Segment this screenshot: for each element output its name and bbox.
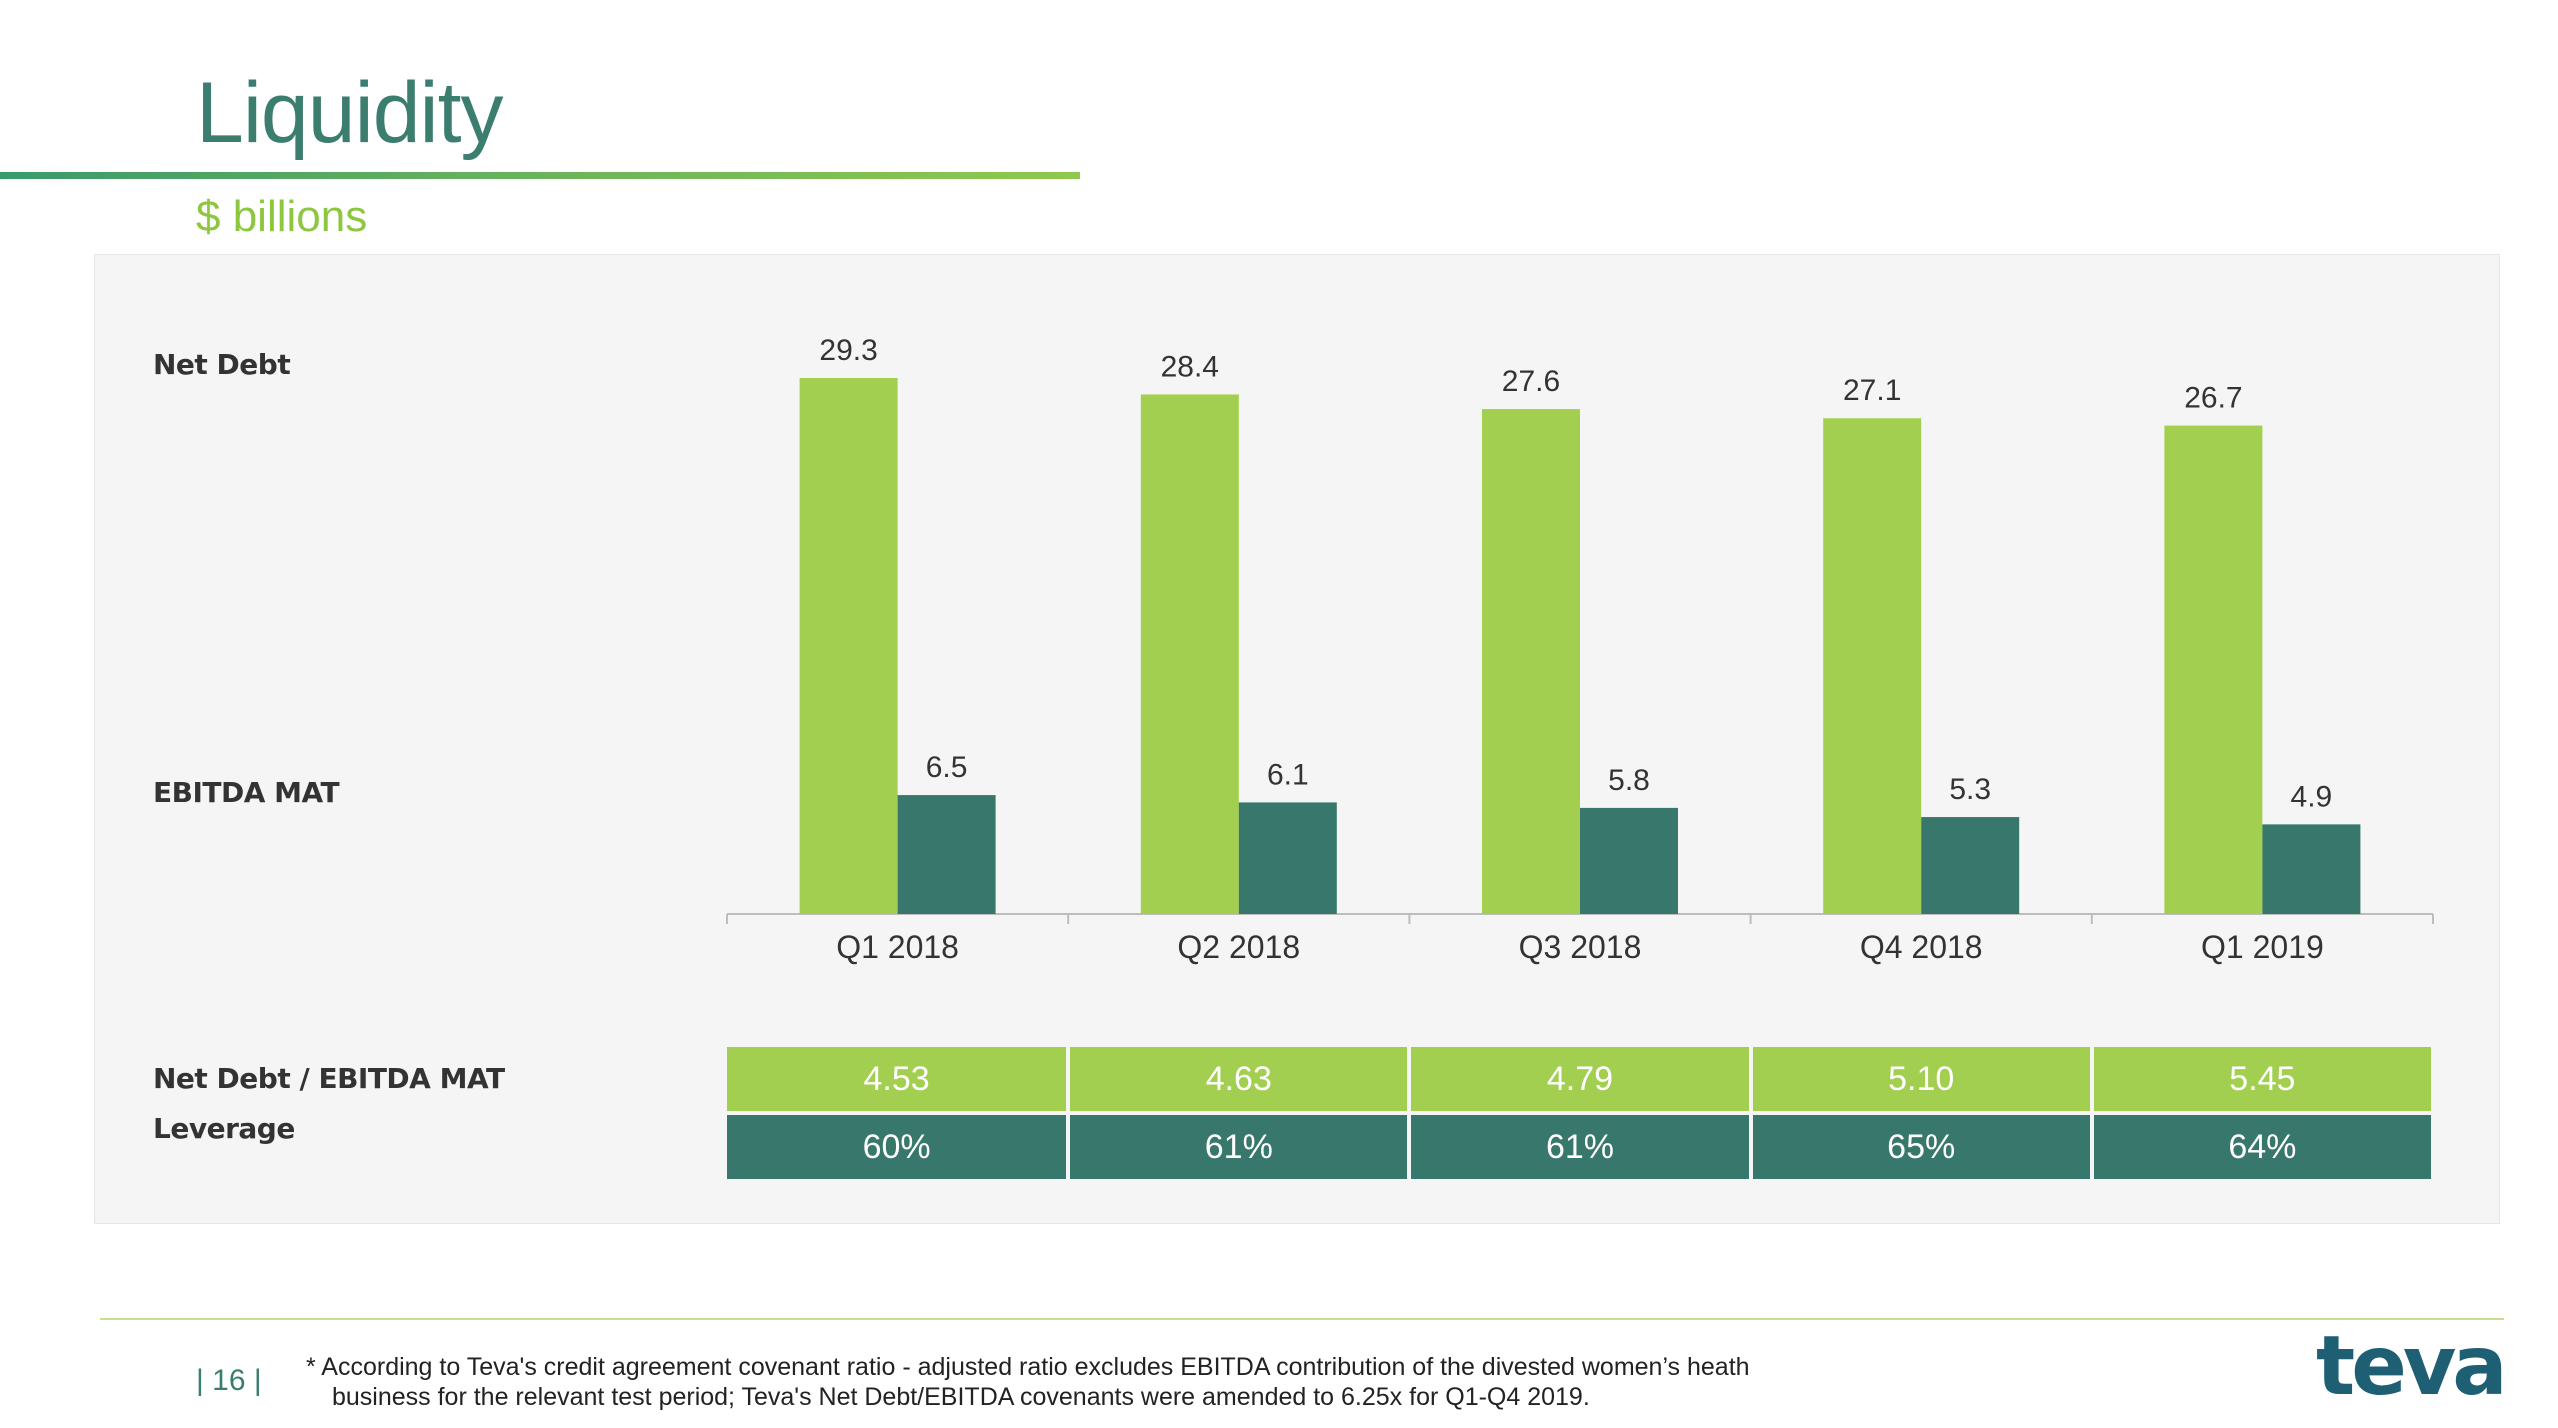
bar-net-debt bbox=[1482, 409, 1580, 914]
ratio-cell: 4.63 bbox=[1070, 1047, 1408, 1111]
footnote-line-1: * According to Teva's credit agreement c… bbox=[306, 1353, 1750, 1381]
page-title: Liquidity bbox=[196, 65, 504, 161]
data-label-net-debt: 28.4 bbox=[1161, 350, 1219, 383]
footnote: * According to Teva's credit agreement c… bbox=[306, 1352, 1750, 1412]
row-label-ebitda: EBITDA MAT bbox=[153, 776, 340, 809]
bar-net-debt bbox=[1140, 394, 1239, 914]
bar-ebitda bbox=[897, 795, 996, 914]
data-label-net-debt: 27.1 bbox=[1843, 374, 1901, 407]
teva-logo: teva bbox=[2316, 1319, 2508, 1414]
page-number: | 16 | bbox=[196, 1364, 262, 1397]
ratio-cell: 5.10 bbox=[1752, 1047, 2090, 1111]
leverage-cell: 65% bbox=[1752, 1115, 2090, 1179]
x-tick-label: Q1 2018 bbox=[836, 929, 959, 965]
footnote-line-2: business for the relevant test period; T… bbox=[332, 1383, 1590, 1411]
x-tick-label: Q4 2018 bbox=[1860, 929, 1983, 965]
bar-net-debt bbox=[799, 378, 898, 914]
row-label-net-debt: Net Debt bbox=[153, 348, 291, 381]
bar-net-debt bbox=[2164, 425, 2263, 914]
x-tick-label: Q2 2018 bbox=[1177, 929, 1300, 965]
leverage-cell: 61% bbox=[1411, 1115, 1749, 1179]
x-tick-label: Q1 2019 bbox=[2201, 929, 2324, 965]
bar-net-debt bbox=[1823, 418, 1922, 914]
page-subtitle: $ billions bbox=[196, 192, 368, 241]
ratio-cell: 4.53 bbox=[727, 1047, 1067, 1111]
x-tick-label: Q3 2018 bbox=[1519, 929, 1642, 965]
row-label-ratio: Net Debt / EBITDA MAT bbox=[153, 1062, 505, 1095]
data-label-net-debt: 27.6 bbox=[1502, 365, 1560, 398]
ratio-cell: 4.79 bbox=[1411, 1047, 1749, 1111]
leverage-cell: 61% bbox=[1070, 1115, 1408, 1179]
footer-divider bbox=[100, 1318, 2504, 1320]
data-label-ebitda: 6.1 bbox=[1267, 758, 1309, 791]
bar-ebitda bbox=[2262, 824, 2361, 914]
ratio-cell: 5.45 bbox=[2093, 1047, 2431, 1111]
bar-ebitda bbox=[1921, 817, 2020, 914]
bar-ebitda bbox=[1580, 807, 1678, 914]
teva-logo-icon: teva bbox=[2316, 1319, 2508, 1414]
bar-ebitda bbox=[1238, 802, 1337, 914]
row-label-leverage: Leverage bbox=[153, 1112, 295, 1145]
data-label-ebitda: 6.5 bbox=[926, 751, 968, 784]
data-label-ebitda: 5.8 bbox=[1608, 764, 1650, 797]
logo-wordmark: teva bbox=[2316, 1328, 2504, 1408]
data-label-ebitda: 4.9 bbox=[2291, 780, 2333, 813]
data-label-net-debt: 29.3 bbox=[819, 334, 877, 367]
leverage-cell: 64% bbox=[2093, 1115, 2431, 1179]
title-underline bbox=[0, 172, 1080, 179]
data-label-net-debt: 26.7 bbox=[2184, 382, 2242, 415]
leverage-cell: 60% bbox=[727, 1115, 1067, 1179]
data-label-ebitda: 5.3 bbox=[1949, 773, 1991, 806]
